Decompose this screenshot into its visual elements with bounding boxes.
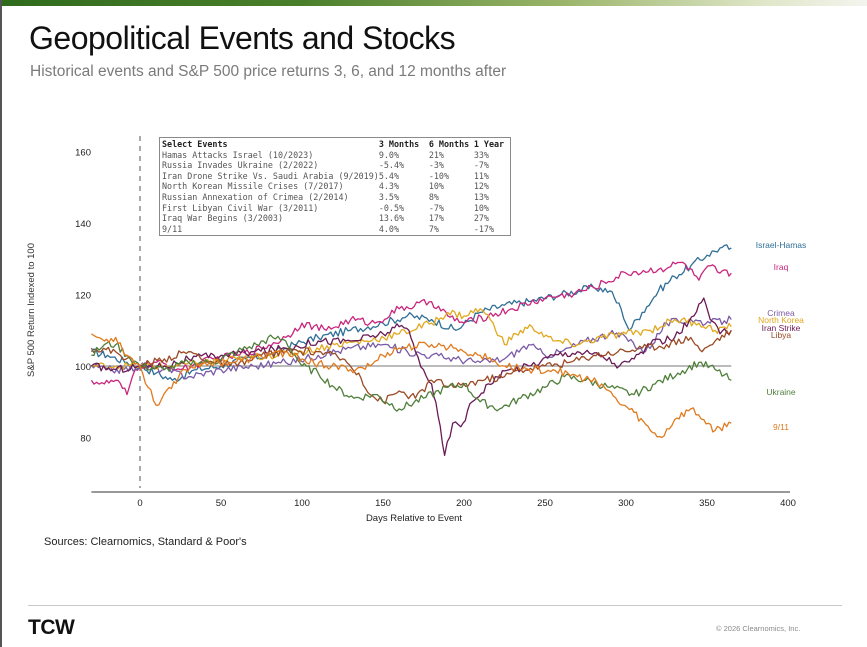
table-row: Hamas Attacks Israel (10/2023) 9.0% 21% 33% bbox=[162, 150, 508, 161]
return-1-year: 12% bbox=[473, 181, 489, 192]
return-6-months: -7% bbox=[428, 202, 444, 213]
tcw-logo: TCW bbox=[28, 616, 75, 639]
return-1-year: 13% bbox=[473, 191, 489, 202]
series-label: Israel-Hamas bbox=[756, 240, 807, 250]
column-header-6-months: 6 Months bbox=[428, 139, 470, 149]
y-tick-label: 120 bbox=[75, 291, 91, 302]
event-name: 9/11 bbox=[162, 223, 183, 234]
table-header-row: Select Events 3 Months 6 Months 1 Year bbox=[162, 139, 508, 150]
return-3-months: -5.4% bbox=[378, 160, 405, 171]
series-label: Crimea bbox=[767, 308, 795, 318]
return-1-year: 10% bbox=[473, 202, 489, 213]
return-3-months: 5.4% bbox=[378, 170, 399, 181]
series-line-israel-hamas bbox=[90, 244, 732, 383]
column-header-1-year: 1 Year bbox=[473, 139, 505, 149]
series-line-9-11 bbox=[91, 333, 732, 439]
series-label: Ukraine bbox=[766, 387, 796, 397]
return-6-months: 8% bbox=[428, 191, 439, 202]
series-line-crimea bbox=[90, 315, 732, 380]
header-accent-bar bbox=[0, 0, 867, 6]
x-tick-label: 100 bbox=[294, 498, 310, 509]
table-row: Iran Drone Strike Vs. Saudi Arabia (9/20… bbox=[162, 171, 508, 182]
return-1-year: 33% bbox=[473, 149, 489, 160]
series-line-iran-strike bbox=[90, 297, 732, 457]
table-row: North Korean Missile Crises (7/2017) 4.3%… bbox=[162, 181, 508, 192]
y-axis-label: S&P 500 Return Indexed to 100 bbox=[26, 243, 37, 377]
series-line-ukraine bbox=[91, 334, 732, 412]
event-name: North Korean Missile Crises (7/2017) bbox=[162, 181, 344, 192]
x-tick-label: 300 bbox=[618, 498, 634, 509]
y-tick-label: 160 bbox=[75, 148, 91, 159]
y-tick-label: 80 bbox=[80, 434, 91, 445]
copyright-text: © 2026 Clearnomics, Inc. bbox=[716, 624, 801, 633]
table-row: Russian Annexation of Crimea (2/2014) 3.5… bbox=[162, 192, 508, 203]
series-lines bbox=[90, 244, 732, 457]
sources-note: Sources: Clearnomics, Standard & Poor's bbox=[44, 536, 247, 548]
series-label: Iran Strike bbox=[762, 323, 801, 333]
footer-divider bbox=[28, 605, 842, 606]
events-returns-table: Select Events 3 Months 6 Months 1 Year H… bbox=[159, 137, 511, 236]
return-1-year: -7% bbox=[473, 160, 489, 171]
x-tick-label: 250 bbox=[537, 498, 553, 509]
return-1-year: -17% bbox=[473, 223, 494, 234]
return-6-months: 10% bbox=[428, 181, 444, 192]
return-6-months: -10% bbox=[428, 170, 449, 181]
series-label: Libya bbox=[771, 330, 792, 340]
series-line-libya bbox=[90, 330, 732, 405]
event-name: Hamas Attacks Israel (10/2023) bbox=[162, 149, 314, 160]
line-chart: 80 100 120 140 160 S&P 500 Return Indexed to… bbox=[26, 136, 807, 524]
return-3-months: 9.0% bbox=[378, 149, 399, 160]
left-border bbox=[0, 0, 2, 647]
page-subtitle: Historical events and S&P 500 price retu… bbox=[30, 63, 507, 80]
return-3-months: 4.0% bbox=[378, 223, 399, 234]
series-line-iraq bbox=[90, 261, 732, 396]
event-name: Iran Drone Strike Vs. Saudi Arabia (9/20… bbox=[162, 170, 379, 181]
x-tick-label: 200 bbox=[456, 498, 472, 509]
column-header-event: Select Events bbox=[162, 139, 228, 149]
event-name: Russian Annexation of Crimea (2/2014) bbox=[162, 191, 349, 202]
event-name: Russia Invades Ukraine (2/2022) bbox=[162, 160, 319, 171]
return-6-months: 17% bbox=[428, 213, 444, 224]
return-3-months: -0.5% bbox=[378, 202, 405, 213]
page-title: Geopolitical Events and Stocks bbox=[29, 20, 456, 56]
return-1-year: 27% bbox=[473, 213, 489, 224]
x-axis-label: Days Relative to Event bbox=[366, 513, 462, 524]
x-tick-label: 0 bbox=[137, 498, 142, 509]
series-label: 9/11 bbox=[773, 422, 789, 432]
return-3-months: 4.3% bbox=[378, 181, 399, 192]
series-label: Iraq bbox=[774, 262, 789, 272]
table-row: Russia Invades Ukraine (2/2022) -5.4% -3% -… bbox=[162, 160, 508, 171]
x-tick-label: 350 bbox=[699, 498, 715, 509]
return-3-months: 13.6% bbox=[378, 213, 405, 224]
column-header-3-months: 3 Months bbox=[378, 139, 420, 149]
x-tick-label: 400 bbox=[780, 498, 796, 509]
series-label: North Korea bbox=[758, 315, 804, 325]
event-name: Iraq War Begins (3/2003) bbox=[162, 213, 284, 224]
return-6-months: -3% bbox=[428, 160, 444, 171]
y-tick-label: 100 bbox=[75, 362, 91, 373]
event-name: First Libyan Civil War (3/2011) bbox=[162, 202, 319, 213]
return-6-months: 21% bbox=[428, 149, 444, 160]
table-row: 9/11 4.0% 7% -17% bbox=[162, 224, 508, 235]
x-tick-label: 50 bbox=[216, 498, 227, 509]
y-axis-ticks: 80 100 120 140 160 bbox=[75, 148, 91, 445]
return-1-year: 11% bbox=[473, 170, 489, 181]
x-tick-label: 150 bbox=[375, 498, 391, 509]
x-axis-ticks: 0 50 100 150 200 250 300 350 400 bbox=[137, 498, 796, 509]
table-row: Iraq War Begins (3/2003) 13.6% 17% 27% bbox=[162, 213, 508, 224]
y-tick-label: 140 bbox=[75, 219, 91, 230]
return-3-months: 3.5% bbox=[378, 191, 399, 202]
return-6-months: 7% bbox=[428, 223, 439, 234]
table-row: First Libyan Civil War (3/2011) -0.5% -7% 1… bbox=[162, 203, 508, 214]
